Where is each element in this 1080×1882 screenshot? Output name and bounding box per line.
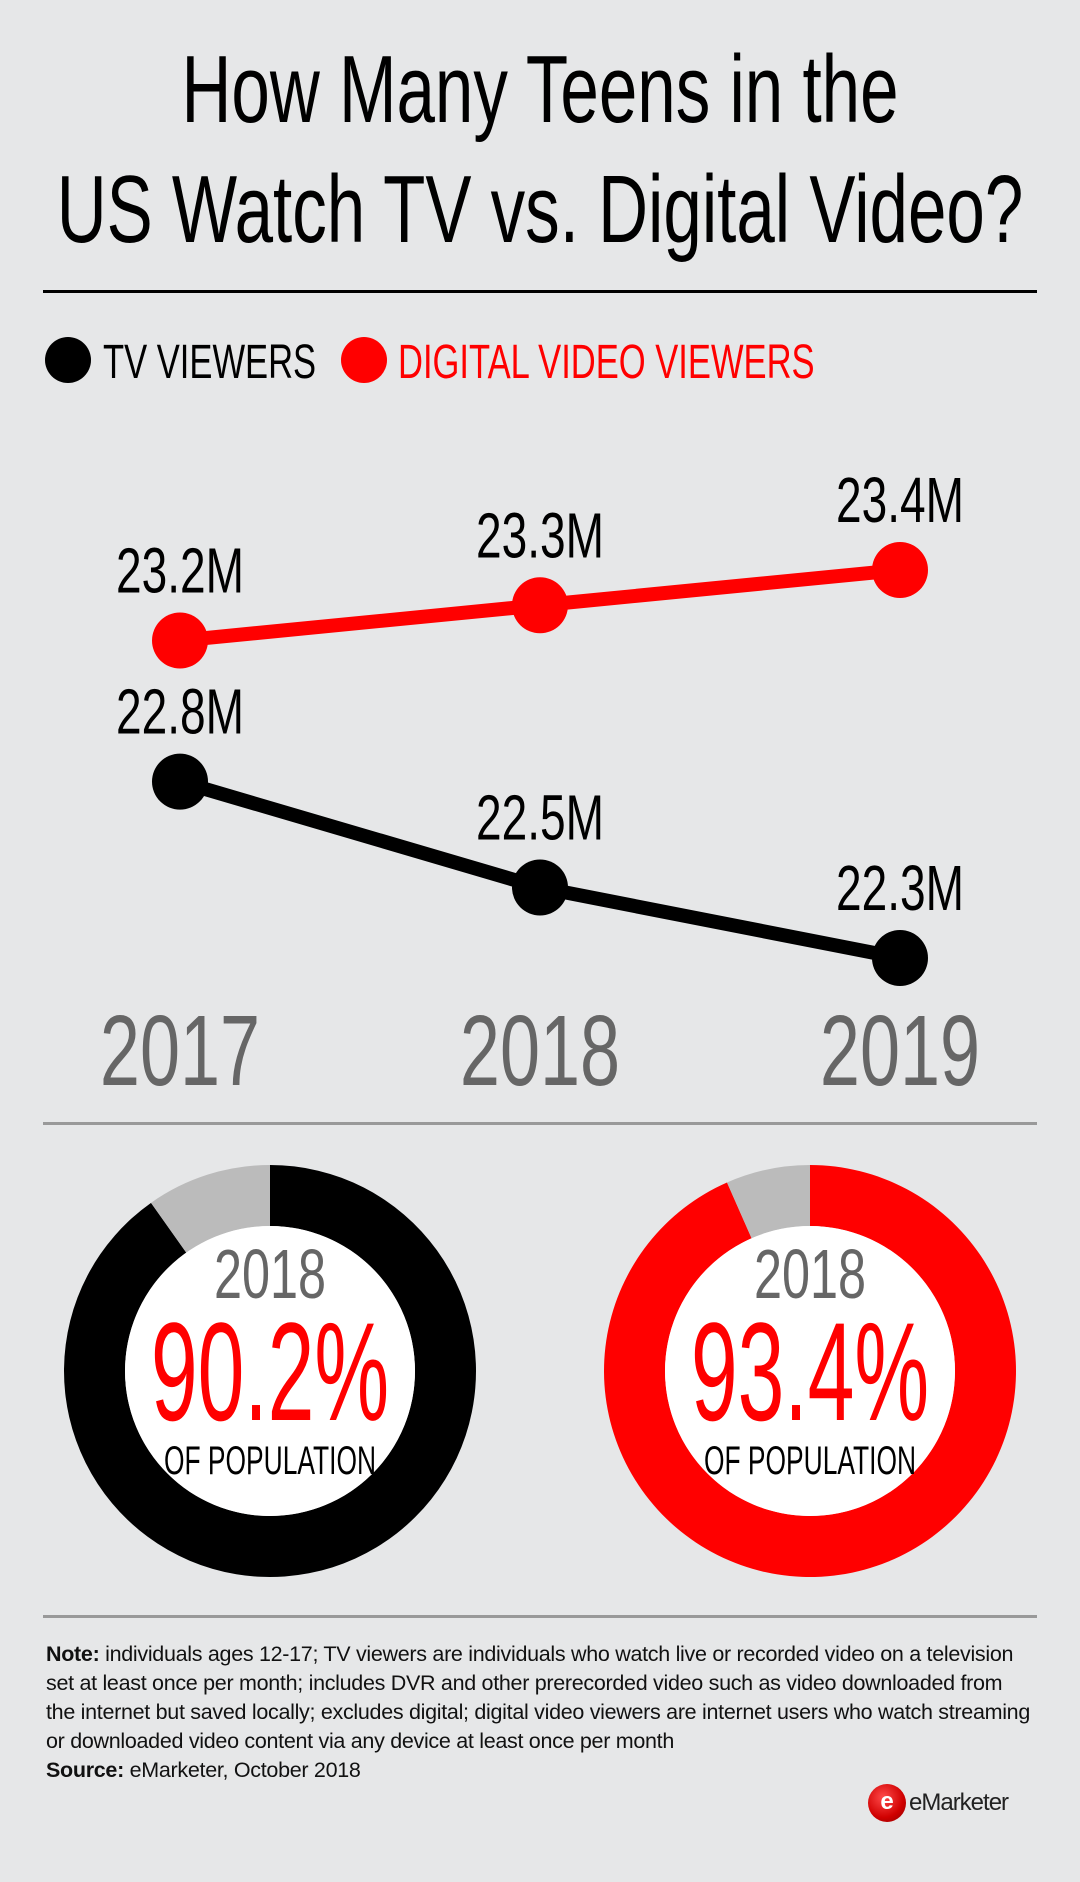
data-point [152, 753, 208, 810]
data-label: 22.5M [476, 782, 604, 853]
source-text: eMarketer, October 2018 [123, 1758, 361, 1782]
note-text: individuals ages 12-17; TV viewers are i… [46, 1642, 1030, 1753]
donut-year: 2018 [754, 1235, 866, 1313]
donut-hole [125, 1226, 415, 1516]
data-label: 23.4M [836, 465, 964, 536]
emarketer-logo: e eMarketer [868, 1784, 1009, 1822]
note-label: Note: [46, 1642, 100, 1666]
legend: TV VIEWERS DIGITAL VIDEO VIEWERS [45, 334, 815, 388]
data-label: 22.3M [836, 853, 964, 924]
title-line-2: US Watch TV vs. Digital Video? [57, 155, 1024, 263]
legend-tv-marker [45, 337, 91, 383]
legend-digital-marker [341, 337, 387, 383]
source-label: Source: [46, 1758, 124, 1782]
data-label: 23.2M [116, 535, 244, 606]
donut-divider [43, 1615, 1037, 1618]
donut-remainder-slice [727, 1165, 810, 1239]
donut-remainder-slice [151, 1165, 270, 1253]
donut-hole [665, 1226, 955, 1516]
data-point [152, 612, 208, 669]
x-tick-label: 2019 [820, 995, 980, 1106]
line-chart: 22.8M 22.5M 22.3M 23.2M 23.3M 23.4M 2017 2018 20… [100, 465, 980, 1107]
x-tick-label: 2017 [100, 995, 260, 1106]
title-divider [43, 290, 1037, 293]
x-tick-label: 2018 [460, 995, 620, 1106]
legend-tv-label: TV VIEWERS [103, 334, 316, 388]
emarketer-logo-text: eMarketer [909, 1789, 1009, 1816]
data-point [512, 859, 568, 916]
donut-percent: 90.2% [151, 1294, 389, 1450]
data-label: 23.3M [476, 500, 604, 571]
donut-value-slice [604, 1165, 1017, 1578]
donut-value-slice [64, 1165, 477, 1578]
footnote: Note: individuals ages 12-17; TV viewers… [46, 1640, 1036, 1785]
legend-digital-label: DIGITAL VIDEO VIEWERS [398, 334, 815, 388]
data-point [872, 542, 928, 598]
data-point [872, 930, 928, 986]
emarketer-logo-icon: e [868, 1784, 906, 1822]
donut-caption: OF POPULATION [164, 1439, 376, 1484]
data-label: 22.8M [116, 676, 244, 747]
donut-year: 2018 [214, 1235, 326, 1313]
title-line-1: How Many Teens in the [181, 35, 898, 143]
chart-divider [43, 1122, 1037, 1125]
data-point [512, 577, 568, 634]
donut-caption: OF POPULATION [704, 1439, 916, 1484]
donut-percent: 93.4% [691, 1294, 929, 1450]
